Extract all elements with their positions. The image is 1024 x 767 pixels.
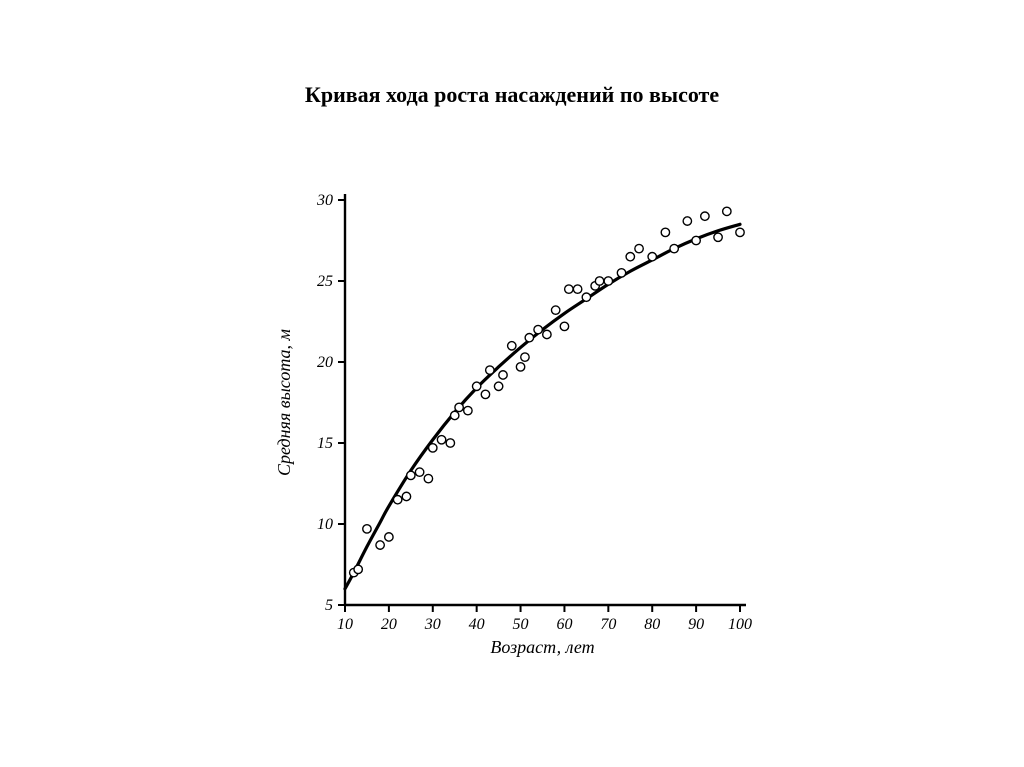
data-point xyxy=(499,371,507,379)
data-point xyxy=(701,212,709,220)
x-tick-label: 40 xyxy=(469,616,485,633)
data-point xyxy=(455,403,463,411)
data-point xyxy=(376,541,384,549)
data-point xyxy=(429,444,437,452)
y-tick-label: 25 xyxy=(317,273,333,290)
data-point xyxy=(363,525,371,533)
growth-curve-line xyxy=(345,224,740,589)
x-tick-label: 100 xyxy=(728,616,752,633)
y-tick-label: 30 xyxy=(316,192,333,209)
x-tick-label: 30 xyxy=(424,616,441,633)
data-point xyxy=(635,244,643,252)
data-point xyxy=(446,439,454,447)
data-point xyxy=(543,330,551,338)
data-point xyxy=(354,565,362,573)
data-point xyxy=(670,244,678,252)
page: Кривая хода роста насаждений по высоте 5… xyxy=(0,0,1024,767)
data-point xyxy=(534,325,542,333)
data-point xyxy=(393,496,401,504)
x-tick-label: 80 xyxy=(644,616,660,633)
data-point xyxy=(402,492,410,500)
data-point xyxy=(692,236,700,244)
data-point xyxy=(661,228,669,236)
data-point xyxy=(560,322,568,330)
data-point xyxy=(451,411,459,419)
x-tick-label: 20 xyxy=(381,616,397,633)
data-point xyxy=(617,269,625,277)
data-point xyxy=(437,436,445,444)
data-point xyxy=(385,533,393,541)
y-tick-label: 5 xyxy=(325,597,333,614)
y-axis-label: Средняя высота, м xyxy=(274,328,294,476)
data-point xyxy=(516,363,524,371)
data-point xyxy=(481,390,489,398)
data-point xyxy=(472,382,480,390)
data-point xyxy=(714,233,722,241)
data-point xyxy=(486,366,494,374)
data-point xyxy=(551,306,559,314)
data-point xyxy=(521,353,529,361)
data-point xyxy=(464,406,472,414)
data-point xyxy=(525,334,533,342)
data-point xyxy=(648,253,656,261)
x-tick-label: 60 xyxy=(556,616,572,633)
data-point xyxy=(595,277,603,285)
data-point xyxy=(683,217,691,225)
data-point xyxy=(582,293,590,301)
y-tick-label: 15 xyxy=(317,435,333,452)
x-axis-label: Возраст, лет xyxy=(490,637,594,657)
data-point xyxy=(573,285,581,293)
x-tick-label: 70 xyxy=(600,616,616,633)
data-point xyxy=(508,342,516,350)
data-point xyxy=(407,471,415,479)
x-tick-label: 10 xyxy=(337,616,353,633)
data-point xyxy=(626,253,634,261)
data-point xyxy=(494,382,502,390)
y-tick-label: 20 xyxy=(317,354,333,371)
data-point xyxy=(604,277,612,285)
y-tick-label: 10 xyxy=(317,516,333,533)
x-tick-label: 50 xyxy=(513,616,529,633)
chart-title: Кривая хода роста насаждений по высоте xyxy=(0,82,1024,108)
data-point xyxy=(424,474,432,482)
x-tick-label: 90 xyxy=(688,616,704,633)
data-point xyxy=(723,207,731,215)
data-point xyxy=(415,468,423,476)
data-point xyxy=(736,228,744,236)
data-point xyxy=(565,285,573,293)
growth-curve-chart: 51015202530102030405060708090100Возраст,… xyxy=(260,180,760,670)
